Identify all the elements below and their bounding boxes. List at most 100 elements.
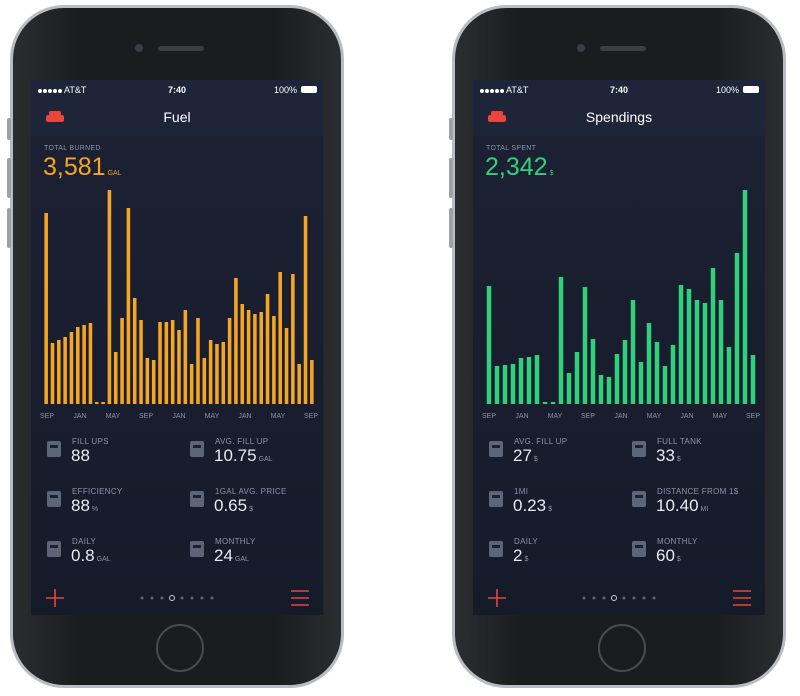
bar xyxy=(678,285,684,404)
bar xyxy=(310,360,314,404)
car-icon[interactable] xyxy=(45,110,65,124)
bar xyxy=(486,286,492,404)
bar xyxy=(694,300,700,404)
bar xyxy=(164,322,169,404)
bar xyxy=(76,327,80,404)
x-label: JAN xyxy=(172,413,185,420)
page-dot xyxy=(602,596,606,600)
x-label: JAN xyxy=(515,413,528,420)
bar xyxy=(113,352,118,404)
home-button[interactable] xyxy=(156,624,204,672)
bar xyxy=(550,402,556,404)
stat-value: 10.75 xyxy=(214,446,257,465)
bar xyxy=(82,325,86,404)
page-dot xyxy=(582,596,586,600)
stat-value: 33 xyxy=(656,446,675,465)
bar xyxy=(494,366,500,404)
bar xyxy=(88,323,93,404)
stat-row: 10.40 MI xyxy=(656,496,708,516)
side-button xyxy=(7,118,11,140)
icon-detail xyxy=(635,445,643,448)
bar xyxy=(726,347,732,404)
stat-label: AVG. FILL UP xyxy=(514,437,568,446)
bar xyxy=(189,364,194,404)
bar xyxy=(240,304,245,404)
icon-detail xyxy=(635,545,643,548)
bar xyxy=(202,358,207,404)
x-label: JAN xyxy=(680,413,693,420)
bar xyxy=(702,303,708,404)
stat-icon xyxy=(190,491,204,507)
bar xyxy=(234,278,238,404)
stat-label: 1GAL AVG. PRICE xyxy=(215,487,287,496)
battery-icon xyxy=(301,86,317,93)
bar xyxy=(526,357,532,404)
icon-shape xyxy=(190,541,204,557)
icon-detail xyxy=(635,495,643,498)
add-button[interactable] xyxy=(46,589,64,607)
page-dot xyxy=(180,596,184,600)
page-dot xyxy=(632,596,636,600)
x-label: JAN xyxy=(238,413,251,420)
total-value: 3,581 xyxy=(43,153,106,181)
total-unit: GAL xyxy=(107,170,122,177)
stat-icon xyxy=(489,541,503,557)
bar xyxy=(284,328,289,404)
signal xyxy=(38,89,62,93)
bar xyxy=(101,402,105,404)
bar xyxy=(606,377,612,404)
x-label: MAY xyxy=(713,413,728,420)
phone: AT&T 7:40 100% Spendings TOTAL SPENT 2,342 $ SE… xyxy=(449,5,786,688)
add-button[interactable] xyxy=(488,589,506,607)
signal-dot xyxy=(38,89,42,93)
chart: SEP JAN MAY SEP JAN MAY JAN MAY SEP xyxy=(40,190,318,420)
stat-label: DAILY xyxy=(514,537,539,546)
signal-dot xyxy=(490,89,494,93)
icon-shape xyxy=(632,441,646,457)
page-dot xyxy=(652,596,656,600)
time: 7:40 xyxy=(609,85,628,95)
bar xyxy=(50,343,55,404)
side-button xyxy=(449,158,453,198)
icon-detail xyxy=(193,445,201,448)
stat-row: 60 $ xyxy=(656,546,681,566)
icon-shape xyxy=(190,491,204,507)
stat-unit: $ xyxy=(533,456,538,463)
side-button xyxy=(449,118,453,140)
stat-icon xyxy=(47,491,61,507)
bar xyxy=(278,272,282,404)
stat-icon xyxy=(632,491,646,507)
bar xyxy=(518,358,524,404)
car-icon[interactable] xyxy=(487,110,507,124)
stat-unit: % xyxy=(91,506,99,513)
stat-row: 27 $ xyxy=(513,446,538,466)
stat-value: 88 xyxy=(71,496,90,515)
bar xyxy=(646,323,652,404)
stat-value: 0.23 xyxy=(513,496,547,515)
battery-text: 100% xyxy=(273,85,297,95)
signal-dot xyxy=(43,89,47,93)
bar xyxy=(221,342,226,404)
bar xyxy=(622,340,628,404)
icon-shape xyxy=(47,491,61,507)
icon-detail xyxy=(492,495,500,498)
bar xyxy=(259,312,264,404)
bar xyxy=(297,364,301,404)
page-dot xyxy=(160,596,164,600)
footer xyxy=(488,589,751,607)
stat-row: 0.65 $ xyxy=(214,496,253,516)
icon-detail xyxy=(492,445,500,448)
home-button[interactable] xyxy=(598,624,646,672)
total-row: 2,342 $ xyxy=(485,153,553,182)
stat-value: 0.8 xyxy=(71,546,95,565)
stat-value: 0.65 xyxy=(214,496,248,515)
bar xyxy=(291,274,295,404)
bar xyxy=(215,344,219,404)
page-dot xyxy=(592,596,596,600)
icon-shape xyxy=(190,441,204,457)
menu-button[interactable] xyxy=(733,590,751,606)
x-label: SEP xyxy=(746,413,760,420)
menu-button[interactable] xyxy=(291,590,309,606)
header-bg xyxy=(473,80,765,136)
screen: AT&T 7:40 100% Spendings TOTAL SPENT 2,342 $ SE… xyxy=(473,80,765,615)
